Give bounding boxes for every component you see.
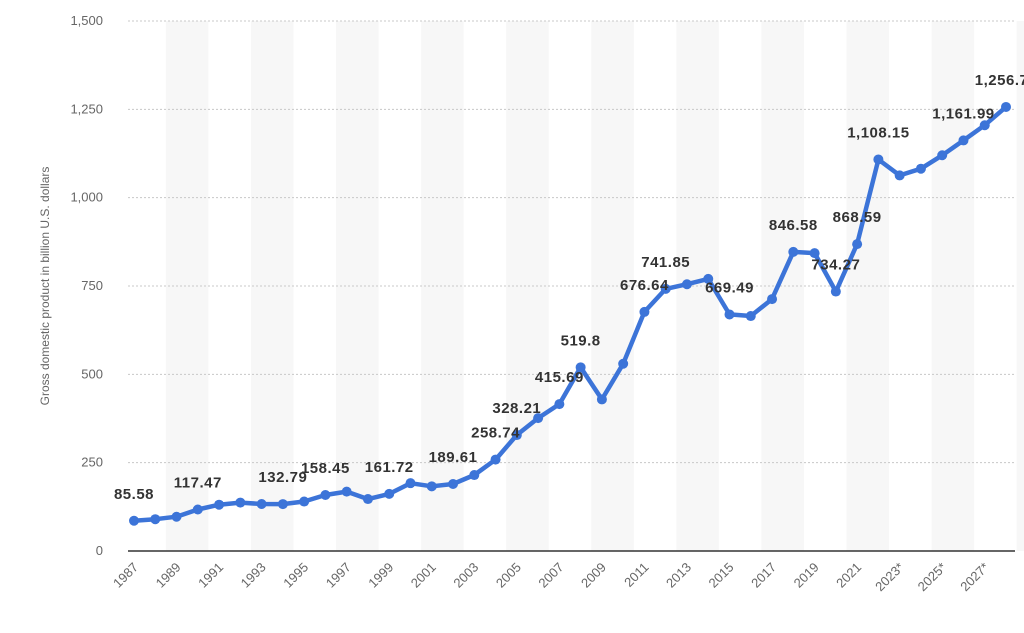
data-point bbox=[490, 454, 501, 465]
data-point bbox=[915, 163, 926, 174]
data-point bbox=[384, 488, 395, 499]
x-tick-label: 1991 bbox=[195, 560, 226, 591]
data-point bbox=[426, 481, 437, 492]
data-point bbox=[575, 362, 586, 373]
data-point bbox=[618, 358, 629, 369]
y-tick-label: 750 bbox=[81, 278, 103, 293]
data-point bbox=[958, 135, 969, 146]
data-point bbox=[511, 430, 522, 441]
data-point bbox=[362, 494, 373, 505]
x-tick-label: 2009 bbox=[578, 560, 609, 591]
data-point bbox=[214, 499, 225, 510]
data-label: 741.85 bbox=[641, 254, 690, 271]
data-label: 846.58 bbox=[769, 217, 818, 234]
data-point bbox=[150, 514, 161, 525]
data-point bbox=[830, 286, 841, 297]
x-tick-label: 2007 bbox=[535, 560, 566, 591]
data-point bbox=[533, 413, 544, 424]
background-band bbox=[1016, 21, 1024, 551]
data-point bbox=[979, 120, 990, 131]
data-label: 1,256.78 bbox=[975, 72, 1024, 89]
data-label: 519.8 bbox=[561, 332, 601, 349]
data-label: 868.59 bbox=[833, 209, 882, 226]
x-tick-label: 2023* bbox=[872, 560, 907, 595]
data-label: 117.47 bbox=[174, 474, 222, 491]
data-points bbox=[129, 101, 1011, 526]
data-point bbox=[405, 478, 416, 489]
data-point bbox=[1001, 101, 1011, 112]
data-label: 132.79 bbox=[258, 469, 307, 486]
data-label: 415.69 bbox=[535, 369, 584, 386]
data-point bbox=[129, 515, 139, 526]
data-label: 676.64 bbox=[620, 277, 669, 294]
x-tick-label: 1995 bbox=[280, 560, 311, 591]
y-tick-label: 1,500 bbox=[70, 13, 103, 28]
x-tick-label: 2019 bbox=[791, 560, 822, 591]
data-point bbox=[299, 496, 310, 507]
data-point bbox=[809, 248, 820, 259]
data-point bbox=[894, 170, 905, 181]
data-point bbox=[448, 479, 459, 490]
data-point bbox=[703, 273, 714, 284]
x-tick-label: 2015 bbox=[706, 560, 737, 591]
x-tick-label: 1999 bbox=[365, 560, 396, 591]
y-tick-label: 1,250 bbox=[70, 101, 103, 116]
x-tick-label: 1993 bbox=[238, 560, 269, 591]
data-point bbox=[320, 490, 331, 501]
x-axis-ticks: 1987 1989 1991 1993 1995 1997 1999 2001 2003 2005… bbox=[110, 560, 992, 595]
x-tick-label: 2027* bbox=[957, 560, 992, 595]
x-tick-label: 2003 bbox=[450, 560, 481, 591]
data-point bbox=[639, 306, 650, 317]
data-label: 1,161.99 bbox=[932, 105, 994, 122]
x-tick-label: 1989 bbox=[153, 560, 184, 591]
data-point bbox=[852, 239, 863, 250]
data-point bbox=[596, 394, 607, 405]
y-tick-label: 250 bbox=[81, 455, 103, 470]
x-tick-label: 2021 bbox=[833, 560, 864, 591]
data-point bbox=[937, 150, 948, 161]
data-point bbox=[192, 504, 203, 515]
x-tick-label: 1997 bbox=[323, 560, 354, 591]
data-label: 328.21 bbox=[492, 400, 541, 417]
x-tick-label: 2005 bbox=[493, 560, 524, 591]
x-tick-label: 2017 bbox=[748, 560, 779, 591]
data-point bbox=[277, 499, 288, 510]
data-label: 161.72 bbox=[365, 459, 414, 476]
data-label: 1,108.15 bbox=[847, 124, 909, 141]
data-point bbox=[235, 497, 246, 508]
data-label: 669.49 bbox=[705, 279, 754, 296]
data-point bbox=[341, 486, 352, 497]
data-point bbox=[745, 311, 756, 322]
x-tick-label: 2025* bbox=[915, 560, 950, 595]
data-point bbox=[873, 154, 884, 165]
y-tick-label: 500 bbox=[81, 366, 103, 381]
data-point bbox=[660, 283, 671, 294]
data-point bbox=[469, 470, 480, 481]
data-point bbox=[767, 294, 778, 305]
data-label: 85.58 bbox=[114, 486, 154, 503]
data-point bbox=[554, 399, 565, 410]
y-axis-label: Gross domestic product in billion U.S. d… bbox=[38, 167, 52, 406]
data-point bbox=[724, 309, 735, 320]
data-point bbox=[681, 279, 692, 290]
data-label: 189.61 bbox=[429, 449, 478, 466]
data-point bbox=[256, 499, 267, 510]
y-tick-label: 1,000 bbox=[70, 190, 103, 205]
y-axis-ticks: 0 250 500 750 1,000 1,250 1,500 bbox=[70, 13, 103, 558]
data-point bbox=[171, 511, 182, 522]
data-label: 158.45 bbox=[301, 460, 350, 477]
data-point bbox=[788, 246, 799, 257]
data-label: 734.27 bbox=[811, 257, 860, 274]
y-tick-label: 0 bbox=[96, 543, 103, 558]
x-tick-label: 2013 bbox=[663, 560, 694, 591]
x-tick-label: 1987 bbox=[110, 560, 141, 591]
data-label: 258.74 bbox=[471, 425, 520, 442]
x-tick-label: 2001 bbox=[408, 560, 439, 591]
x-tick-label: 2011 bbox=[621, 560, 651, 590]
